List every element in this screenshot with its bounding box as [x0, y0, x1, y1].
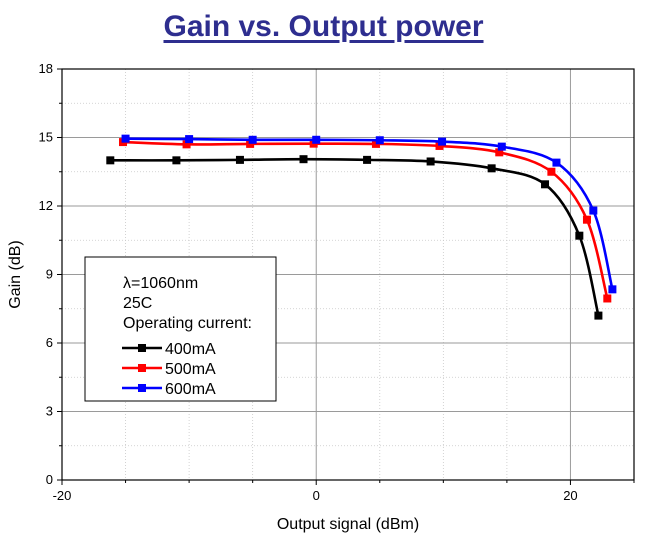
y-tick-label: 18 [39, 61, 53, 76]
data-point-400ma [594, 311, 603, 320]
data-point-400ma [426, 157, 435, 166]
legend-swatch-marker-400ma [138, 344, 146, 352]
data-point-400ma [363, 155, 372, 164]
data-point-600ma [438, 137, 447, 146]
data-point-600ma [497, 142, 506, 151]
data-point-500ma [603, 294, 612, 303]
series-line-500ma [122, 140, 609, 299]
y-tick-label: 15 [39, 130, 53, 145]
legend-swatch-marker-500ma [138, 364, 146, 372]
legend-header-line: 25C [123, 295, 152, 312]
data-point-600ma [552, 158, 561, 167]
data-point-400ma [172, 156, 181, 165]
x-tick-label: -20 [53, 488, 72, 503]
series-line-600ma [125, 137, 614, 290]
y-tick-label: 0 [46, 472, 53, 487]
legend-box [84, 256, 277, 402]
data-point-600ma [312, 135, 321, 144]
data-point-500ma [582, 215, 591, 224]
data-point-400ma [487, 164, 496, 173]
series-group [106, 134, 617, 320]
y-tick-label: 3 [46, 404, 53, 419]
data-point-500ma [435, 141, 444, 150]
x-tick-label: 20 [563, 488, 577, 503]
data-point-500ma [547, 167, 556, 176]
legend-label-400ma: 400mA [165, 341, 216, 358]
data-point-600ma [121, 134, 130, 143]
series-line-400ma [110, 157, 600, 316]
chart-title: Gain vs. Output power [163, 10, 484, 43]
y-tick-label: 9 [46, 267, 53, 282]
y-tick-label: 6 [46, 335, 53, 350]
legend-label-600ma: 600mA [165, 381, 216, 398]
data-point-400ma [575, 231, 584, 240]
data-point-500ma [182, 140, 191, 149]
data-point-600ma [185, 135, 194, 144]
y-axis-label: Gain (dB) [7, 240, 24, 308]
legend: λ=1060nm 25C Operating current: 400mA 500mA 6… [84, 256, 277, 402]
data-point-500ma [246, 139, 255, 148]
data-point-600ma [608, 285, 617, 294]
legend-label-500ma: 500mA [165, 361, 216, 378]
legend-swatch-marker-600ma [138, 384, 146, 392]
data-point-400ma [541, 180, 550, 189]
x-tick-label: 0 [313, 488, 320, 503]
legend-header-line: λ=1060nm [123, 275, 198, 292]
data-point-500ma [495, 148, 504, 157]
data-point-400ma [235, 155, 244, 164]
data-point-400ma [106, 156, 115, 165]
legend-header-line: Operating current: [123, 315, 252, 332]
data-point-600ma [589, 206, 598, 215]
data-point-600ma [375, 136, 384, 145]
data-point-600ma [248, 135, 257, 144]
data-point-400ma [299, 155, 308, 164]
y-tick-label: 12 [39, 198, 53, 213]
x-axis-label: Output signal (dBm) [277, 516, 419, 533]
